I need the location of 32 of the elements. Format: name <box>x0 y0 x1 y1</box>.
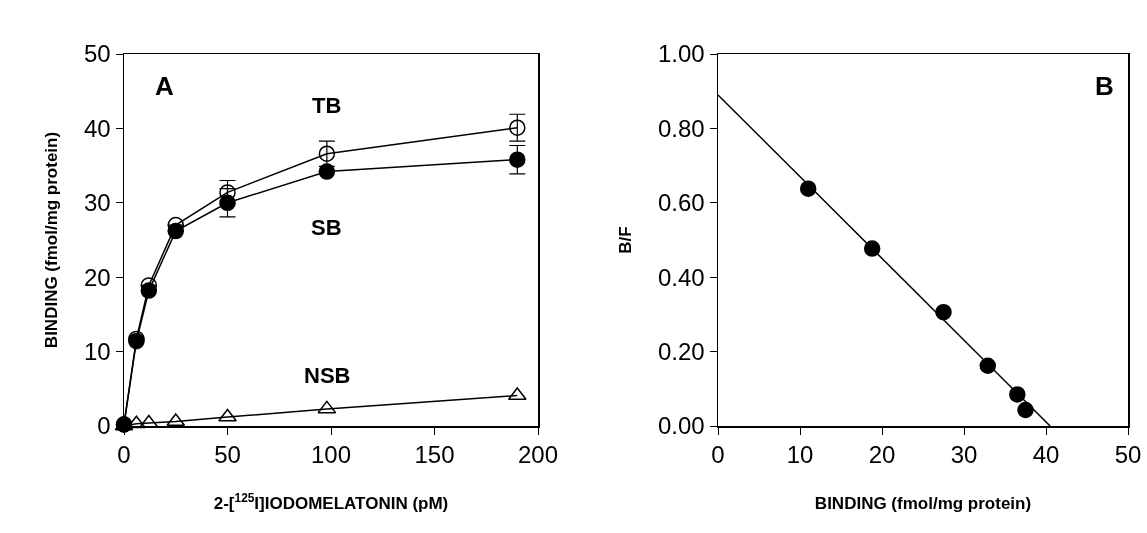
x-tick-label: 150 <box>414 441 455 469</box>
y-tick-label: 20 <box>84 263 111 291</box>
y-tick-label: 1.00 <box>657 40 705 68</box>
y-tick-label: 10 <box>84 338 111 365</box>
x-tick-label: 10 <box>786 441 814 469</box>
text: A <box>155 71 174 101</box>
y-tick-label: 30 <box>84 189 111 217</box>
y-tick-label: 0.20 <box>657 338 705 365</box>
series-label: NSB <box>304 363 351 388</box>
x-tick-label: 40 <box>1032 441 1060 469</box>
x-tick-label: 200 <box>517 441 559 469</box>
x-axis-title: 2-[$^{125}$I]IODOMELATONIN (pM) <box>213 491 449 514</box>
series-label: SB <box>311 215 342 240</box>
x-tick-label: 0 <box>117 441 131 469</box>
series-label: TB <box>312 93 342 118</box>
y-tick-label: 50 <box>84 40 111 68</box>
y-tick-label: 0.00 <box>657 412 705 440</box>
y-axis-title: BINDING (fmol/mg protein) <box>41 131 61 349</box>
x-tick-label: 100 <box>310 441 352 469</box>
x-tick-label: 0 <box>711 441 725 469</box>
y-tick-label: 0.60 <box>657 189 705 217</box>
y-tick-label: 0 <box>97 412 111 440</box>
x-tick-label: 30 <box>950 441 978 469</box>
text: B <box>1095 71 1114 101</box>
x-tick-label: 50 <box>214 441 241 469</box>
y-tick-label: 0.40 <box>657 263 705 291</box>
y-tick-label: 40 <box>84 114 111 142</box>
y-axis-title: B/F <box>615 226 635 254</box>
x-axis-title: BINDING (fmol/mg protein) <box>814 494 1032 514</box>
y-tick-label: 0.80 <box>657 114 705 142</box>
x-tick-label: 20 <box>868 441 896 469</box>
x-tick-label: 50 <box>1114 441 1142 469</box>
